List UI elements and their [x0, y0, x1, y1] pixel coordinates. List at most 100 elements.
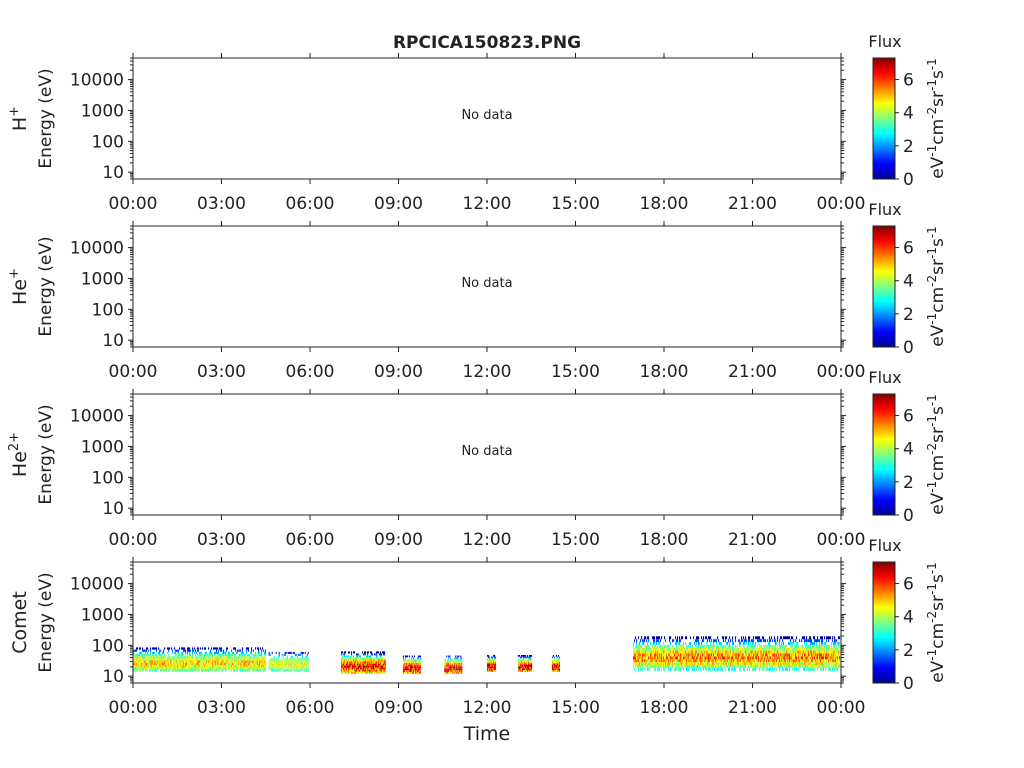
flux-cell — [657, 659, 659, 663]
flux-cell — [153, 665, 155, 668]
flux-cell — [759, 636, 761, 640]
flux-cell — [167, 665, 169, 668]
flux-cell — [171, 647, 173, 650]
flux-cell — [648, 644, 650, 648]
flux-cell — [819, 662, 821, 665]
flux-cell — [298, 657, 300, 660]
flux-cell — [377, 661, 379, 664]
flux-cell — [732, 636, 734, 640]
flux-cell — [210, 665, 212, 668]
flux-cell — [372, 657, 374, 660]
flux-cell — [792, 653, 794, 657]
flux-cell — [356, 665, 358, 668]
flux-cell — [202, 654, 204, 657]
flux-cell — [767, 665, 769, 668]
flux-cell — [370, 655, 372, 658]
flux-cell — [698, 659, 700, 663]
flux-cell — [367, 671, 369, 674]
flux-cell — [803, 636, 805, 640]
flux-cell — [306, 659, 308, 662]
flux-cell — [663, 662, 665, 665]
flux-cell — [448, 657, 450, 660]
flux-cell — [812, 644, 814, 648]
flux-cell — [350, 655, 352, 658]
flux-cell — [493, 668, 495, 670]
flux-cell — [243, 665, 245, 668]
flux-cell — [521, 656, 523, 659]
flux-cell — [673, 665, 675, 668]
flux-cell — [192, 651, 194, 654]
flux-cell — [134, 662, 136, 665]
flux-cell — [142, 654, 144, 657]
flux-cell — [233, 665, 235, 668]
flux-cell — [196, 662, 198, 665]
flux-cell — [285, 669, 287, 672]
flux-cell — [362, 671, 364, 674]
flux-cell — [343, 657, 345, 660]
flux-cell — [226, 660, 228, 663]
flux-cell — [168, 660, 170, 663]
flux-cell — [180, 667, 182, 670]
flux-cell — [304, 657, 306, 660]
flux-cell — [719, 659, 721, 663]
flux-cell — [275, 659, 277, 662]
flux-cell — [707, 653, 709, 657]
flux-cell — [775, 662, 777, 665]
flux-cell — [652, 656, 654, 660]
flux-cell — [662, 647, 664, 651]
flux-cell — [807, 650, 809, 654]
flux-cell — [660, 665, 662, 668]
flux-cell — [276, 667, 278, 670]
flux-cell — [488, 656, 490, 659]
flux-cell — [822, 644, 824, 648]
flux-cell — [185, 656, 187, 659]
flux-cell — [226, 656, 228, 659]
flux-cell — [134, 656, 136, 659]
flux-cell — [661, 650, 663, 654]
flux-cell — [774, 665, 776, 668]
flux-cell — [695, 653, 697, 657]
flux-cell — [239, 662, 241, 665]
flux-cell — [836, 644, 838, 648]
flux-cell — [489, 670, 491, 672]
flux-cell — [158, 654, 160, 657]
flux-cell — [552, 660, 554, 662]
flux-cell — [748, 650, 750, 654]
flux-cell — [718, 653, 720, 657]
flux-cell — [286, 661, 288, 664]
flux-cell — [145, 660, 147, 663]
flux-cell — [786, 644, 788, 648]
flux-cell — [180, 656, 182, 659]
flux-cell — [461, 657, 463, 660]
x-tick-label: 00:00 — [817, 194, 866, 214]
flux-cell — [735, 656, 737, 660]
flux-cell — [171, 658, 173, 661]
flux-cell — [656, 662, 658, 665]
flux-cell — [353, 659, 355, 662]
flux-cell — [352, 659, 354, 662]
flux-cell — [751, 644, 753, 648]
flux-cell — [837, 665, 839, 668]
flux-cell — [642, 656, 644, 660]
flux-cell — [797, 653, 799, 657]
flux-cell — [782, 650, 784, 654]
flux-cell — [204, 667, 206, 670]
flux-cell — [790, 656, 792, 660]
flux-block — [444, 655, 463, 674]
flux-cell — [640, 659, 642, 663]
flux-cell — [672, 656, 674, 660]
flux-cell — [752, 642, 754, 645]
flux-cell — [753, 656, 755, 660]
flux-cell — [709, 647, 711, 651]
flux-cell — [143, 667, 145, 670]
flux-cell — [187, 660, 189, 663]
flux-cell — [665, 639, 667, 643]
flux-cell — [782, 639, 784, 643]
flux-cell — [228, 667, 230, 670]
flux-cell — [664, 656, 666, 660]
flux-cell — [300, 669, 302, 672]
flux-cell — [452, 659, 454, 661]
flux-cell — [765, 639, 767, 643]
y-tick-label: 1000 — [81, 605, 124, 625]
flux-cell — [647, 636, 649, 640]
